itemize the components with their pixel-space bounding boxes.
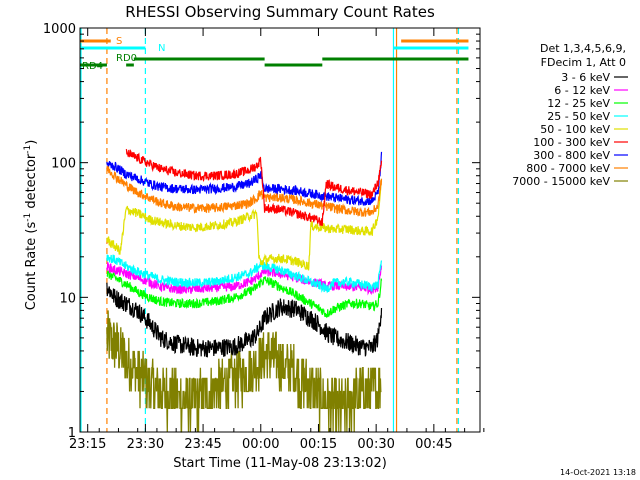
plot-frame [79, 27, 481, 433]
x-tick-label: 23:30 [127, 437, 164, 452]
legend-item-label: 7000 - 15000 keV [512, 175, 610, 188]
series-line [106, 282, 383, 358]
y-tick-label: 100 [51, 157, 76, 172]
y-tick-label: 1 [68, 426, 76, 441]
legend-item-label: 800 - 7000 keV [526, 162, 610, 175]
series-line [125, 148, 383, 226]
series-line [106, 270, 383, 319]
y-axis-label: Count Rate (s-1 detector-1) [23, 140, 39, 311]
x-tick-label: 23:15 [69, 437, 106, 452]
legend-item-label: 50 - 100 keV [540, 123, 610, 136]
attenuator-bar-label: N [158, 43, 165, 54]
attenuator-bars: S N RD0 RD4 [80, 36, 469, 72]
x-tick-label: 23:45 [184, 437, 221, 452]
y-axis-label-sup2: -1 [23, 145, 33, 154]
legend-item-label: 3 - 6 keV [561, 71, 610, 84]
y-axis: 1000 100 10 1 [43, 22, 480, 441]
series-line [106, 179, 383, 271]
y-tick-label: 1000 [43, 22, 76, 37]
y-axis-label-main: Count Rate (s [24, 222, 39, 311]
legend-header-line-1: Det 1,3,4,5,6,9, [540, 42, 626, 55]
attenuator-bar-label: S [116, 36, 122, 47]
y-tick-label: 10 [59, 291, 76, 306]
legend-item-label: 25 - 50 keV [547, 110, 610, 123]
chart-title: RHESSI Observing Summary Count Rates [125, 3, 435, 21]
series-line [106, 254, 383, 294]
legend: Det 1,3,4,5,6,9, FDecim 1, Att 0 3 - 6 k… [512, 42, 628, 188]
y-axis-label-mid: detector [24, 153, 39, 213]
legend-item-label: 100 - 300 keV [533, 136, 610, 149]
x-axis: 23:15 23:30 23:45 00:00 00:15 00:30 00:45 [69, 28, 485, 452]
vertical-markers [80, 28, 460, 432]
legend-item-label: 300 - 800 keV [533, 149, 610, 162]
series-line [106, 165, 383, 217]
legend-item-label: 6 - 12 keV [554, 84, 610, 97]
x-tick-label: 00:15 [300, 437, 337, 452]
attenuator-bar-label: RD0 [116, 53, 137, 64]
y-axis-label-sup1: -1 [23, 213, 33, 222]
legend-item-label: 12 - 25 keV [547, 97, 610, 110]
x-tick-label: 00:45 [415, 437, 452, 452]
series-layer [106, 148, 383, 433]
x-tick-label: 00:00 [242, 437, 279, 452]
x-axis-label: Start Time (11-May-08 23:13:02) [173, 456, 387, 471]
footer-timestamp: 14-Oct-2021 13:18 [560, 468, 636, 477]
series-line [106, 151, 383, 206]
x-tick-label: 00:30 [357, 437, 394, 452]
attenuator-bar-label: RD4 [82, 61, 103, 72]
legend-header-line-2: FDecim 1, Att 0 [541, 56, 626, 69]
y-axis-label-end: ) [24, 140, 39, 145]
